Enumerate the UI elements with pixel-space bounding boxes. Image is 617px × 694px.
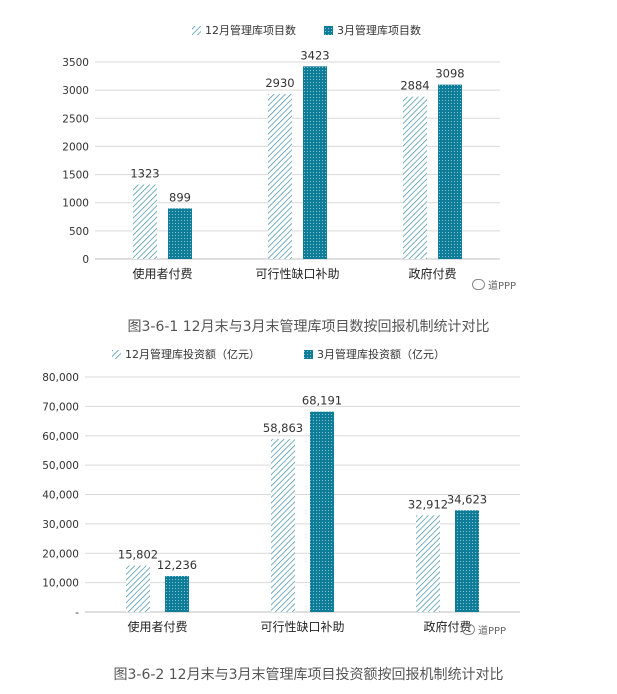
- legend-swatch: [324, 26, 333, 35]
- y-tick-label: 20,000: [42, 548, 79, 560]
- category-label: 可行性缺口补助: [255, 266, 339, 281]
- data-label: 34,623: [447, 492, 487, 506]
- y-tick-label: 1000: [62, 198, 89, 210]
- data-label: 68,191: [302, 394, 342, 408]
- y-tick-label: 10,000: [42, 578, 79, 590]
- y-tick-label: 80,000: [42, 372, 79, 384]
- legend-label: 12月管理库投资额（亿元）: [125, 347, 260, 361]
- wechat-icon: [472, 279, 485, 290]
- watermark: 道PPP: [472, 277, 516, 292]
- bar: [403, 96, 427, 259]
- watermark-text: 道PPP: [488, 281, 517, 292]
- y-tick-label: 50,000: [42, 460, 79, 472]
- y-tick-label: 70,000: [42, 401, 79, 413]
- data-label: 899: [169, 190, 191, 204]
- y-tick-label: 0: [82, 254, 89, 266]
- y-tick-label: 40,000: [42, 490, 79, 502]
- bar: [310, 411, 334, 612]
- chart-project-count: 12月管理库项目数 3月管理库项目数 0 500 1000 1500 2000 2500 300…: [62, 23, 500, 281]
- data-label: 3423: [300, 48, 329, 62]
- watermark: 道PPP: [462, 622, 506, 637]
- category-label: 政府付费: [423, 619, 471, 634]
- data-label: 12,236: [157, 558, 197, 572]
- bar: [271, 439, 295, 612]
- data-label: 58,863: [263, 421, 303, 435]
- y-tick-label: 30,000: [42, 519, 79, 531]
- legend-label: 3月管理库项目数: [337, 23, 421, 37]
- y-tick-label: 60,000: [42, 431, 79, 443]
- y-tick-label: 2000: [62, 141, 89, 153]
- y-tick-label: 500: [69, 226, 89, 238]
- data-label: 32,912: [408, 497, 448, 511]
- legend-label: 12月管理库项目数: [205, 23, 296, 37]
- bar: [455, 510, 479, 612]
- data-label: 2930: [265, 76, 294, 90]
- figure-caption-1: 图3-6-1 12月末与3月末管理库项目数按回报机制统计对比: [127, 319, 490, 335]
- data-label: 3098: [435, 67, 464, 81]
- legend-swatch: [304, 350, 313, 359]
- legend-swatch: [192, 26, 201, 35]
- y-tick-label: 2500: [62, 113, 89, 125]
- category-label: 政府付费: [408, 266, 456, 281]
- bar: [133, 184, 157, 259]
- bar: [268, 94, 292, 259]
- chart-investment: 12月管理库投资额（亿元） 3月管理库投资额（亿元） - 10,000 20,000 30…: [42, 347, 520, 634]
- bar: [168, 208, 192, 259]
- watermark-text: 道PPP: [478, 626, 507, 637]
- bar: [303, 66, 327, 259]
- data-label: 15,802: [118, 548, 158, 562]
- category-label: 可行性缺口补助: [260, 619, 344, 634]
- legend-label: 3月管理库投资额（亿元）: [317, 347, 445, 361]
- data-label: 1323: [130, 167, 159, 181]
- y-tick-label: 3500: [62, 57, 89, 69]
- y-tick-label: 1500: [62, 170, 89, 182]
- bar: [126, 565, 150, 612]
- data-label: 2884: [400, 79, 429, 93]
- legend-swatch: [112, 350, 121, 359]
- bar: [165, 576, 189, 612]
- category-label: 使用者付费: [132, 266, 192, 281]
- bar: [438, 84, 462, 259]
- category-label: 使用者付费: [127, 619, 187, 634]
- figure-caption-2: 图3-6-2 12月末与3月末管理库项目投资额按回报机制统计对比: [113, 667, 504, 683]
- y-tick-label: -: [75, 607, 79, 619]
- bar: [416, 515, 440, 612]
- wechat-icon: [462, 624, 475, 635]
- y-tick-label: 3000: [62, 85, 89, 97]
